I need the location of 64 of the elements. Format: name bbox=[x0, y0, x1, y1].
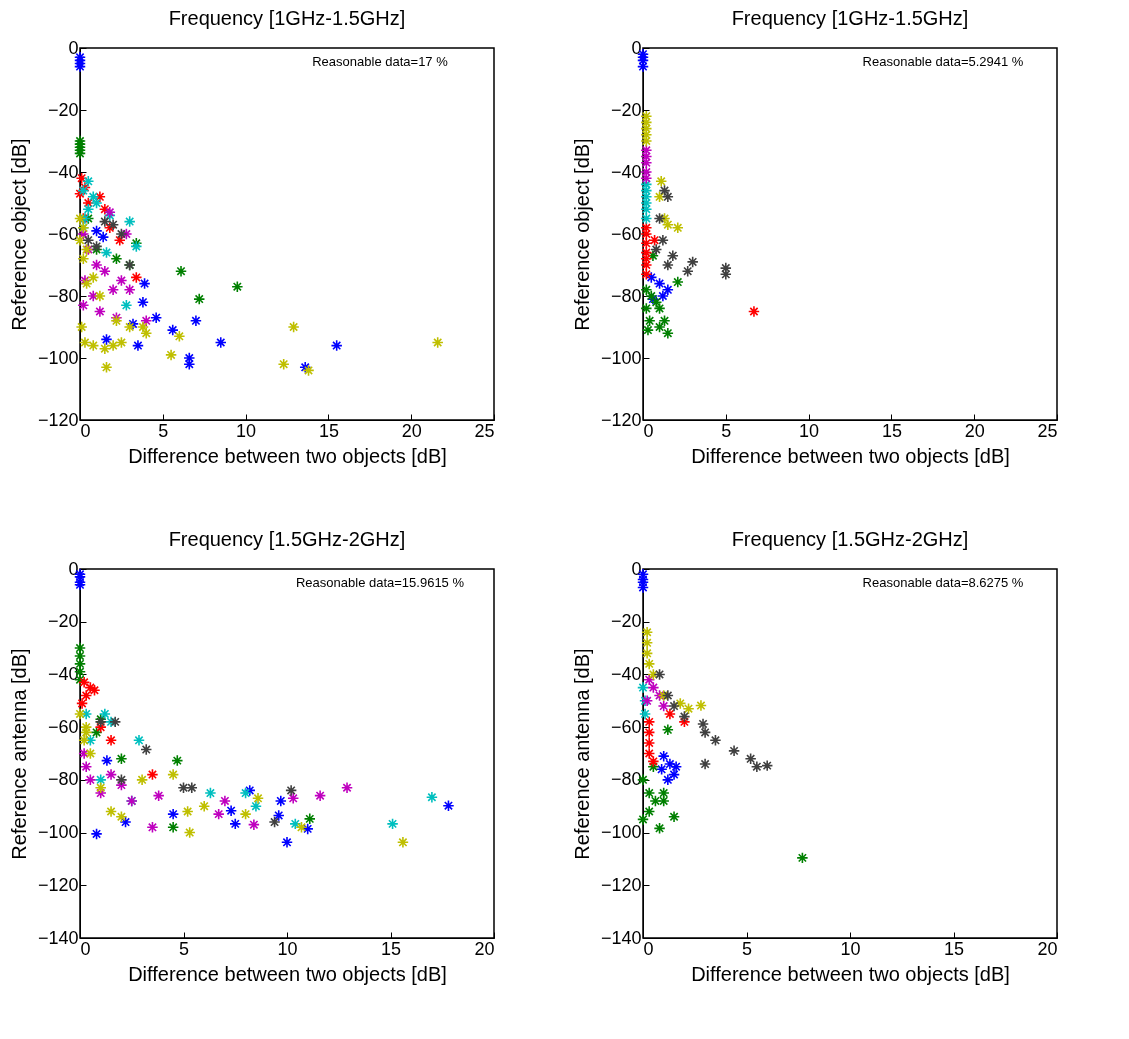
y-tick-label: −20 bbox=[47, 611, 79, 632]
y-tick-label: −100 bbox=[37, 347, 79, 368]
y-tick-label: −100 bbox=[600, 347, 642, 368]
chart-title: Frequency [1.5GHz-2GHz] bbox=[168, 528, 406, 550]
x-axis-title: Difference between two objects [dB] bbox=[128, 962, 447, 985]
x-tick-label: 20 bbox=[401, 420, 422, 441]
y-tick-label: −140 bbox=[600, 927, 642, 948]
chart-title: Frequency [1GHz-1.5GHz] bbox=[731, 7, 969, 29]
x-tick-label: 20 bbox=[964, 420, 985, 441]
y-tick-label: 0 bbox=[68, 558, 79, 579]
y-tick-label: −40 bbox=[610, 161, 642, 182]
x-tick-label: 15 bbox=[380, 938, 402, 959]
y-tick-label: −60 bbox=[47, 223, 79, 244]
y-tick-label: 0 bbox=[631, 37, 642, 58]
y-axis-title: Reference object [dB] bbox=[570, 138, 593, 331]
y-tick-label: −20 bbox=[47, 99, 79, 120]
x-tick-label: 5 bbox=[741, 938, 753, 959]
y-tick-label: 0 bbox=[68, 37, 79, 58]
x-tick-label: 20 bbox=[474, 938, 495, 959]
x-axis-title: Difference between two objects [dB] bbox=[691, 962, 1010, 985]
y-tick-label: −120 bbox=[37, 409, 79, 430]
x-tick-label: 5 bbox=[721, 420, 732, 441]
y-axis-title: Reference antenna [dB] bbox=[570, 648, 593, 860]
y-axis-title: Reference object [dB] bbox=[7, 138, 30, 331]
x-tick-label: 10 bbox=[840, 938, 861, 959]
x-axis-title: Difference between two objects [dB] bbox=[691, 444, 1010, 467]
y-tick-label: −80 bbox=[610, 285, 642, 306]
x-tick-label: 10 bbox=[799, 420, 820, 441]
y-tick-label: −120 bbox=[600, 874, 642, 895]
x-tick-label: 15 bbox=[943, 938, 965, 959]
x-tick-label: 25 bbox=[474, 420, 495, 441]
annotation: Reasonable data=5.2941 % bbox=[862, 54, 1024, 69]
y-tick-label: 0 bbox=[631, 558, 642, 579]
x-tick-label: 20 bbox=[1037, 938, 1058, 959]
y-tick-label: −80 bbox=[610, 769, 642, 790]
y-tick-label: −20 bbox=[610, 611, 642, 632]
y-tick-label: −40 bbox=[610, 663, 642, 684]
y-tick-label: −60 bbox=[610, 716, 642, 737]
annotation: Reasonable data=17 % bbox=[312, 54, 449, 69]
y-tick-label: −80 bbox=[47, 769, 79, 790]
x-tick-label: 5 bbox=[158, 420, 169, 441]
x-tick-label: 25 bbox=[1037, 420, 1058, 441]
y-tick-label: −20 bbox=[610, 99, 642, 120]
y-tick-label: −120 bbox=[600, 409, 642, 430]
x-axis-title: Difference between two objects [dB] bbox=[128, 444, 447, 467]
y-tick-label: −40 bbox=[47, 663, 79, 684]
annotation: Reasonable data=8.6275 % bbox=[862, 575, 1024, 590]
chart-title: Frequency [1GHz-1.5GHz] bbox=[168, 7, 406, 29]
chart-title: Frequency [1.5GHz-2GHz] bbox=[731, 528, 969, 550]
x-tick-label: 15 bbox=[881, 420, 902, 441]
x-tick-label: 15 bbox=[318, 420, 339, 441]
y-tick-label: −40 bbox=[47, 161, 79, 182]
x-tick-label: 5 bbox=[178, 938, 190, 959]
annotation: Reasonable data=15.9615 % bbox=[295, 575, 465, 590]
y-tick-label: −120 bbox=[37, 874, 79, 895]
y-tick-label: −140 bbox=[37, 927, 79, 948]
y-tick-label: −100 bbox=[37, 822, 79, 843]
x-tick-label: 10 bbox=[236, 420, 257, 441]
y-tick-label: −80 bbox=[47, 285, 79, 306]
y-tick-label: −60 bbox=[47, 716, 79, 737]
y-axis-title: Reference antenna [dB] bbox=[7, 648, 30, 860]
x-tick-label: 10 bbox=[277, 938, 298, 959]
y-tick-label: −100 bbox=[600, 822, 642, 843]
y-tick-label: −60 bbox=[610, 223, 642, 244]
